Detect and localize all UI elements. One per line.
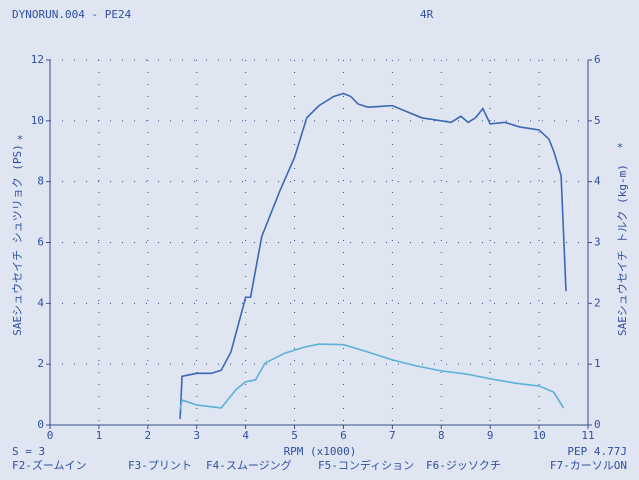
y2-tick-label: 4 bbox=[594, 175, 601, 188]
function-key[interactable]: F2-ズームイン bbox=[12, 458, 87, 472]
y2-tick-label: 2 bbox=[594, 296, 601, 309]
x-tick-label: 2 bbox=[145, 429, 152, 442]
x-tick-label: 7 bbox=[389, 429, 396, 442]
x-tick-label: 4 bbox=[242, 429, 249, 442]
x-axis-label: RPM (x1000) bbox=[284, 445, 357, 458]
y-tick-label: 12 bbox=[31, 53, 44, 66]
function-key[interactable]: F7-カーソルON bbox=[550, 459, 627, 472]
y-tick-label: 4 bbox=[37, 296, 44, 309]
y-tick-label: 10 bbox=[31, 114, 44, 127]
y-tick-label: 6 bbox=[37, 236, 44, 249]
x-tick-label: 0 bbox=[47, 429, 54, 442]
y2-axis-label: SAEシュウセイチ トルク (kg-m) bbox=[616, 164, 629, 336]
data-line bbox=[179, 92, 567, 419]
x-tick-label: 6 bbox=[340, 429, 347, 442]
x-tick-label: 5 bbox=[291, 429, 298, 442]
function-key[interactable]: F4-スムージング bbox=[206, 458, 292, 472]
x-tick-label: 1 bbox=[96, 429, 103, 442]
x-tick-label: 9 bbox=[487, 429, 494, 442]
y-tick-label: 2 bbox=[37, 357, 44, 370]
x-tick-label: 3 bbox=[193, 429, 200, 442]
y-tick-label: 8 bbox=[37, 175, 44, 188]
data-line bbox=[179, 343, 565, 410]
y2-tick-label: 0 bbox=[594, 418, 601, 431]
function-key[interactable]: F3-プリント bbox=[128, 459, 192, 472]
marker: * bbox=[617, 141, 624, 154]
pep: PEP 4.77J bbox=[567, 445, 627, 458]
y-axis-label: SAEシュウセイチ シュツリョク (PS) bbox=[11, 144, 24, 336]
function-key[interactable]: F5-コンディション bbox=[318, 458, 414, 472]
y2-tick-label: 3 bbox=[594, 236, 601, 249]
y-tick-label: 0 bbox=[37, 418, 44, 431]
x-tick-label: 8 bbox=[438, 429, 445, 442]
gear: 4R bbox=[420, 8, 434, 21]
function-key[interactable]: F6-ジッソクチ bbox=[426, 459, 501, 472]
smoothing: S = 3 bbox=[12, 445, 45, 458]
marker: * bbox=[17, 133, 24, 146]
x-tick-label: 10 bbox=[532, 429, 545, 442]
y2-tick-label: 5 bbox=[594, 114, 601, 127]
y2-tick-label: 1 bbox=[594, 357, 601, 370]
x-tick-label: 11 bbox=[581, 429, 594, 442]
y2-tick-label: 6 bbox=[594, 53, 601, 66]
file-name: DYNORUN.004 - PE24 bbox=[12, 8, 132, 21]
